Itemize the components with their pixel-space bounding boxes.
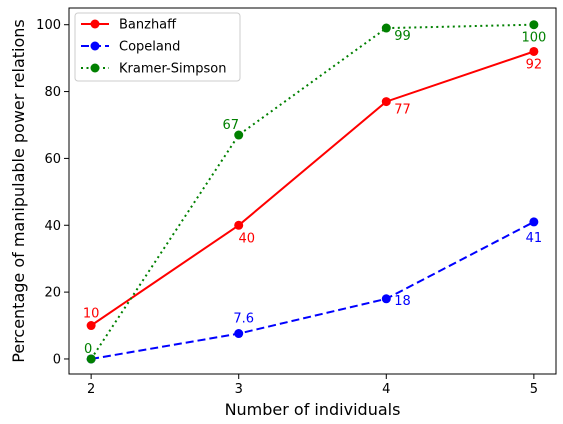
data-point [86,321,96,331]
data-label: 0 [84,342,92,357]
data-label: 92 [526,57,543,72]
y-tick-label: 0 [53,352,61,367]
data-point [234,130,244,140]
legend-marker [90,63,100,73]
data-label: 100 [521,31,546,46]
legend-marker [90,41,100,51]
data-point [234,329,244,339]
y-tick-label: 20 [44,286,61,301]
data-point [529,20,539,30]
series-line [90,23,534,360]
data-label: 18 [394,294,411,309]
data-label: 99 [394,29,411,44]
legend-marker [90,19,100,29]
data-label: 77 [394,103,411,118]
data-label: 7.6 [233,312,254,327]
data-point [529,46,539,56]
data-point [234,220,244,230]
y-tick-label: 100 [36,18,61,33]
x-axis-ticks: 2 3 4 5 [87,374,538,397]
x-tick-label: 3 [235,382,243,397]
data-point [86,354,96,364]
x-axis-title: Number of individuals [225,400,401,419]
data-label: 10 [83,307,100,322]
data-point [529,217,539,227]
y-tick-label: 80 [44,85,61,100]
legend-box [74,12,241,82]
plot-frame [68,7,557,375]
x-tick-label: 5 [530,382,538,397]
y-axis-title: Percentage of manipulable power relation… [9,19,28,363]
data-point [381,97,391,107]
y-tick-label: 40 [44,219,61,234]
y-tick-label: 60 [44,152,61,167]
data-label: 40 [238,231,255,246]
y-axis-ticks: 0 20 40 60 80 100 [36,18,69,367]
series-line [90,221,535,360]
x-tick-label: 2 [87,382,95,397]
x-tick-label: 4 [382,382,390,397]
legend-label: Copeland [119,40,180,55]
data-label-layer: 10 40 77 92 7.6 18 41 0 67 99 100 [83,29,546,357]
legend-label: Kramer-Simpson [119,62,226,77]
legend-label: Banzhaff [119,18,177,33]
data-label: 67 [222,118,239,133]
data-point [381,294,391,304]
series-layer [86,20,539,364]
data-label: 41 [526,231,543,246]
data-point [381,23,391,33]
series-line [90,50,535,327]
legend: Banzhaff Copeland Kramer-Simpson [74,12,241,82]
